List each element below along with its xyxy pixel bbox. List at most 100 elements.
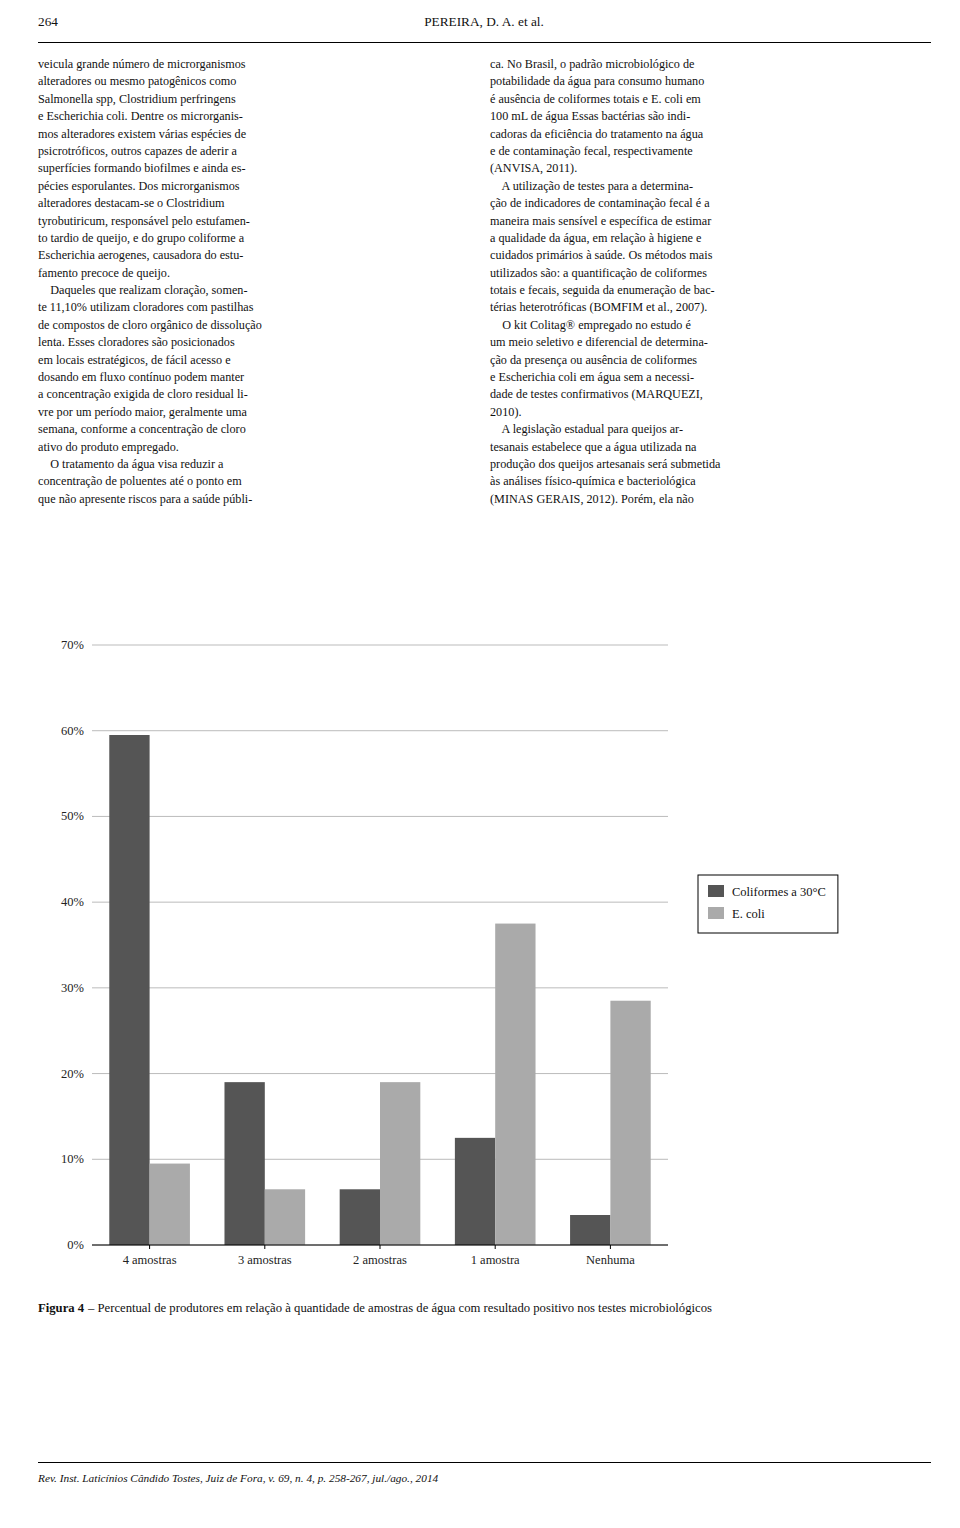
y-tick-label: 70% [61,638,84,652]
text-line: A legislação estadual para queijos ar- [490,421,930,438]
text-line: lenta. Esses cloradores são posicionados [38,334,478,351]
text-line: Salmonella spp, Clostridium perfringens [38,91,478,108]
text-line: às análises físico-química e bacteriológ… [490,473,930,490]
bar [109,735,149,1245]
bar [570,1215,610,1245]
text-line: ca. No Brasil, o padrão microbiológico d… [490,56,930,73]
text-line: maneira mais sensível e específica de es… [490,213,930,230]
bar [380,1082,420,1245]
text-line: totais e fecais, seguida da enumeração d… [490,282,930,299]
text-line: mos alteradores existem várias espécies … [38,126,478,143]
legend-swatch [708,907,724,919]
bar [455,1138,495,1245]
y-tick-label: 30% [61,981,84,995]
text-line: famento precoce de queijo. [38,265,478,282]
legend: Coliformes a 30°C E. coli [698,875,838,933]
grid-line [92,816,668,817]
caption-label: Figura 4 [38,1301,84,1315]
text-line: (MINAS GERAIS, 2012). Porém, ela não [490,491,930,508]
bar [610,1001,650,1245]
grid-line [92,1073,668,1074]
text-line: veicula grande número de microrganismos [38,56,478,73]
bar [265,1189,305,1245]
text-line: de compostos de cloro orgânico de dissol… [38,317,478,334]
text-line: psicrotróficos, outros capazes de aderir… [38,143,478,160]
grid [92,645,668,1245]
text-line: que não apresente riscos para a saúde pú… [38,491,478,508]
bar [340,1189,380,1245]
x-tick-label: 2 amostras [353,1253,407,1267]
grid-line [92,730,668,731]
text-line: Escherichia aerogenes, causadora do estu… [38,247,478,264]
x-tick-label: 4 amostras [123,1253,177,1267]
text-line: a concentração exigida de cloro residual… [38,386,478,403]
text-line: produção dos queijos artesanais será sub… [490,456,930,473]
grid-line [92,645,668,646]
text-line: dosando em fluxo contínuo podem manter [38,369,478,386]
text-line: ção da presença ou ausência de coliforme… [490,352,930,369]
text-line: te 11,10% utilizam cloradores com pastil… [38,299,478,316]
text-line: 2010). [490,404,930,421]
text-line: superfícies formando biofilmes e ainda e… [38,160,478,177]
text-line: concentração de poluentes até o ponto em [38,473,478,490]
text-line: um meio seletivo e diferencial de determ… [490,334,930,351]
text-line: tyrobutiricum, responsável pelo estufame… [38,213,478,230]
caption-text: – Percentual de produtores em relação à … [88,1301,712,1315]
y-tick-label: 50% [61,809,84,823]
text-line: é ausência de coliformes totais e E. col… [490,91,930,108]
legend-frame [698,875,838,933]
text-line: ativo do produto empregado. [38,439,478,456]
text-line: e de contaminação fecal, respectivamente [490,143,930,160]
text-line: dade de testes confirmativos (MARQUEZI, [490,386,930,403]
text-line: O tratamento da água visa reduzir a [38,456,478,473]
y-tick-label: 10% [61,1152,84,1166]
y-tick-label: 60% [61,724,84,738]
y-tick-label: 0% [67,1238,84,1252]
grid-line [92,902,668,903]
x-tick-label: Nenhuma [586,1253,635,1267]
y-tick-label: 20% [61,1067,84,1081]
chart: 0% 10% 20% 30% 40% 50% 60% 70% 4 amostras 3 amost… [0,615,960,1295]
caption: Figura 4 – Percentual de produtores em re… [38,1300,931,1317]
text-line: O kit Colitag® empregado no estudo é [490,317,930,334]
text-column: veicula grande número de microrganismosa… [38,56,478,508]
bar [150,1164,190,1245]
legend-swatch [708,885,724,897]
text-line: a qualidade da água, em relação à higien… [490,230,930,247]
text-line: cuidados primários à saúde. Os métodos m… [490,247,930,264]
header-right: PEREIRA, D. A. et al. [284,14,684,30]
x-tick [149,1245,150,1249]
text-line: alteradores destacam-se o Clostridium [38,195,478,212]
text-line: e Escherichia coli. Dentre os microrgani… [38,108,478,125]
footer-rule [38,1462,931,1463]
y-tick-label: 40% [61,895,84,909]
text-line: Daqueles que realizam cloração, somen- [38,282,478,299]
text-line: vre por um período maior, geralmente uma [38,404,478,421]
x-tick [264,1245,265,1249]
text-line: A utilização de testes para a determina- [490,178,930,195]
header-rule [38,42,931,43]
legend-label: Coliformes a 30°C [732,885,826,899]
text-line: (ANVISA, 2011). [490,160,930,177]
page: 264 PEREIRA, D. A. et al. veicula grande n… [0,0,960,1528]
text-line: to tardio de queijo, e do grupo coliform… [38,230,478,247]
text-line: cadoras da eficiência do tratamento na á… [490,126,930,143]
x-tick-label: 3 amostras [238,1253,292,1267]
text-line: 100 mL de água Essas bactérias são indi- [490,108,930,125]
x-tick [610,1245,611,1249]
text-column: ca. No Brasil, o padrão microbiológico d… [490,56,930,508]
header-left: 264 [38,14,58,30]
text-line: potabilidade da água para consumo humano [490,73,930,90]
text-line: e Escherichia coli em água sem a necessi… [490,369,930,386]
footer: Rev. Inst. Laticínios Cândido Tostes, J… [38,1472,438,1484]
x-tick [380,1245,381,1249]
bar [495,924,535,1245]
text-line: alteradores ou mesmo patogênicos como [38,73,478,90]
x-tick [495,1245,496,1249]
legend-label: E. coli [732,907,765,921]
text-line: tesanais estabelece que a água utilizada… [490,439,930,456]
text-line: semana, conforme a concentração de cloro [38,421,478,438]
x-tick-label: 1 amostra [471,1253,520,1267]
text-line: térias heterotróficas (BOMFIM et al., 20… [490,299,930,316]
grid-line [92,987,668,988]
